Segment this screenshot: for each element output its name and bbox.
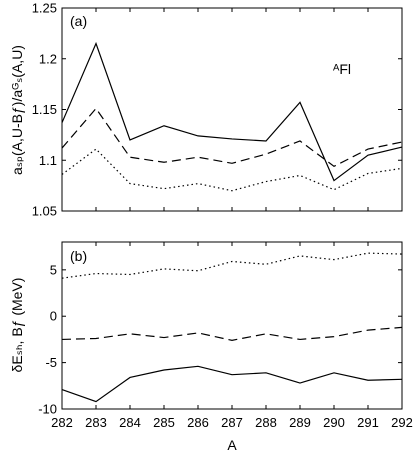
panel-a-ylabel: aₛₚ(A,U-Bƒ)/aᴳₛ(A,U) [9, 45, 25, 175]
series-line-solid [61, 41, 403, 182]
x-tick-label: 290 [323, 415, 345, 430]
panel-a: 1.05 1.1 1.15 1.2 1.25 (a) ᴬFl aₛₚ(A,U-Bƒ)/a… [9, 1, 403, 219]
panel-b-ylabel: δEₛₕ, Bƒ (MeV) [9, 278, 25, 373]
panel-a-label: (a) [70, 13, 87, 29]
x-tick-label: 287 [221, 415, 243, 430]
panel-b: -10 -5 0 5 282 283 284 285 286 287 288 289 290 291 292… [9, 241, 413, 453]
series-line-dashed [61, 107, 403, 168]
y-tick-label: 0 [50, 309, 57, 324]
y-tick-label: 1.05 [32, 204, 57, 219]
series-line-dashed [61, 326, 403, 341]
series-line-dotted [61, 148, 403, 192]
y-tick-label: 1.2 [39, 51, 57, 66]
panel-b-ticks: -10 -5 0 5 282 283 284 285 286 287 288 289 290 291 292 [38, 242, 413, 430]
panel-a-annotation: ᴬFl [332, 61, 351, 77]
y-tick-label: 1.15 [32, 102, 57, 117]
x-tick-label: 284 [119, 415, 141, 430]
y-tick-label: 1.25 [32, 1, 57, 16]
panel-a-series [61, 41, 403, 192]
panel-b-frame [61, 241, 403, 410]
panel-a-ticks: 1.05 1.1 1.15 1.2 1.25 [32, 1, 403, 219]
panel-a-frame [61, 7, 403, 212]
x-tick-label: 283 [85, 415, 107, 430]
x-tick-label: 282 [51, 415, 73, 430]
series-line-solid [61, 365, 403, 403]
panel-b-label: (b) [70, 248, 87, 264]
x-tick-label: 289 [289, 415, 311, 430]
x-tick-label: 291 [357, 415, 379, 430]
y-tick-label: -10 [38, 402, 57, 417]
x-tick-label: 292 [391, 415, 413, 430]
x-tick-label: 288 [255, 415, 277, 430]
y-tick-label: 5 [50, 262, 57, 277]
x-tick-label: 285 [153, 415, 175, 430]
series-line-dotted [61, 252, 403, 279]
panel-b-xlabel: A [227, 437, 237, 453]
panel-b-series [61, 252, 403, 403]
y-tick-label: -5 [45, 355, 57, 370]
x-tick-label: 286 [187, 415, 209, 430]
y-tick-label: 1.1 [39, 153, 57, 168]
